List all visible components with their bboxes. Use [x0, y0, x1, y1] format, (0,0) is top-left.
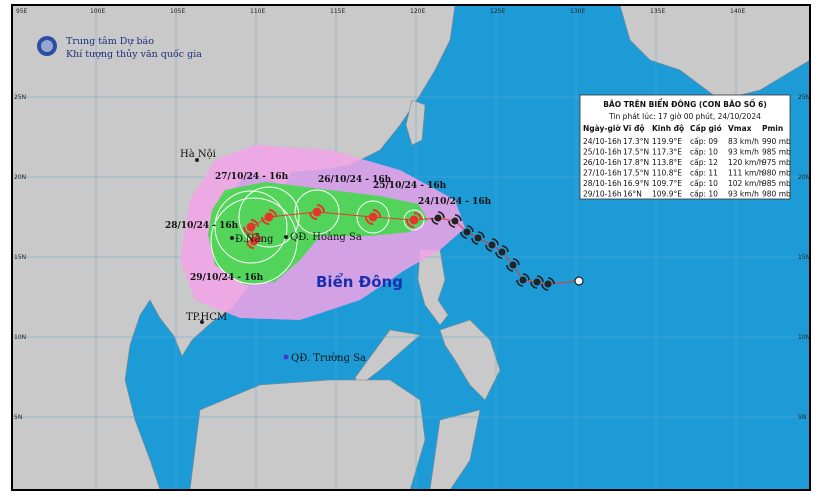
table-cell: 27/10-16h: [583, 169, 622, 178]
lat-label: 10N: [798, 334, 810, 341]
table-cell: 117.3°E: [652, 148, 682, 157]
table-cell: 17.5°N: [623, 169, 649, 178]
table-cell: 17.8°N: [623, 158, 649, 167]
table-cell: 16°N: [623, 190, 642, 199]
table-header: Vmax: [728, 124, 752, 133]
table-cell: cấp: 11: [690, 169, 718, 178]
agency-line: Trung tâm Dự báo: [66, 36, 154, 47]
table-cell: 990 mb: [762, 137, 791, 146]
past-positions: [431, 211, 584, 291]
table-cell: 109.7°E: [652, 179, 682, 188]
table-cell: 93 km/h: [728, 148, 759, 157]
table-cell: 24/10-16h: [583, 137, 622, 146]
lon-label: 110E: [250, 8, 265, 15]
lon-label: 120E: [410, 8, 425, 15]
table-cell: 28/10-16h: [583, 179, 622, 188]
table-title: BÃO TRÊN BIỂN ĐÔNG (CƠN BÃO SỐ 6): [603, 99, 767, 109]
lat-label: 25N: [14, 94, 26, 101]
place-label: Đ.Nẵng: [235, 233, 274, 245]
table-header: Vĩ độ: [623, 124, 645, 133]
lat-label: 5N: [14, 414, 22, 421]
table-cell: 985 mb: [762, 148, 791, 157]
date-label: 28/10/24 - 16h: [165, 221, 239, 231]
date-label: 27/10/24 - 16h: [215, 172, 289, 182]
longitude-labels: 95E 100E 105E 110E 115E 120E 125E 130E 1…: [16, 8, 745, 15]
place-label: TP.HCM: [186, 312, 227, 323]
place-label: Hà Nội: [180, 149, 216, 160]
date-label: 25/10/24 - 16h: [373, 181, 447, 191]
table-cell: 109.9°E: [652, 190, 682, 199]
table-cell: 985 mb: [762, 179, 791, 188]
frame: [11, 4, 811, 491]
lat-label: 20N: [14, 174, 26, 181]
lon-label: 135E: [650, 8, 665, 15]
table-cell: 980 mb: [762, 169, 791, 178]
table-header: Ngày-giờ: [583, 124, 621, 133]
lat-label: 15N: [14, 254, 26, 261]
table-cell: cấp: 10: [690, 190, 718, 199]
place-label: QĐ. Trường Sa: [291, 353, 366, 364]
date-label: 24/10/24 - 16h: [418, 197, 492, 207]
table-cell: 111 km/h: [728, 169, 764, 178]
table-cell: 83 km/h: [728, 137, 759, 146]
date-label: 29/10/24 - 16h: [190, 273, 264, 283]
table-header: Kinh độ: [652, 124, 684, 133]
place-label: QĐ. Hoàng Sa: [290, 232, 362, 243]
lon-label: 140E: [730, 8, 745, 15]
table-cell: 120 km/h: [728, 158, 764, 167]
table-cell: 26/10-16h: [583, 158, 622, 167]
table-cell: 25/10-16h: [583, 148, 622, 157]
table-cell: 16.9°N: [623, 179, 649, 188]
lat-label: 5N: [798, 414, 806, 421]
sea-label: Biển Đông: [316, 272, 403, 291]
table-cell: cấp: 10: [690, 148, 718, 157]
table-cell: 29/10-16h: [583, 190, 622, 199]
lon-label: 130E: [570, 8, 585, 15]
latitude-labels: 25N 25N 20N 20N 15N 15N 10N 10N 5N 5N: [14, 94, 810, 421]
table-issued: Tin phát lúc: 17 giờ 00 phút, 24/10/2024: [608, 112, 761, 121]
lat-label: 15N: [798, 254, 810, 261]
table-cell: 93 km/h: [728, 190, 759, 199]
table-cell: 980 mb: [762, 190, 791, 199]
logo: Trung tâm Dự báo Khí tượng thủy văn quốc…: [37, 36, 202, 60]
lat-label: 10N: [14, 334, 26, 341]
table-cell: 975 mb: [762, 158, 791, 167]
table-cell: 102 km/h: [728, 179, 764, 188]
table-cell: cấp: 09: [690, 137, 718, 146]
map-area: Hà Nội Đ.Nẵng QĐ. Hoàng Sa TP.HCM QĐ. Tr…: [12, 5, 810, 490]
table-cell: 17.3°N: [623, 137, 649, 146]
table-header: Pmin: [762, 124, 783, 133]
date-label: 26/10/24 - 16h: [318, 175, 392, 185]
lon-label: 95E: [16, 8, 28, 15]
lon-label: 125E: [490, 8, 505, 15]
lon-label: 105E: [170, 8, 185, 15]
table-cell: 119.9°E: [652, 137, 682, 146]
lat-label: 20N: [798, 174, 810, 181]
places: Hà Nội Đ.Nẵng QĐ. Hoàng Sa TP.HCM QĐ. Tr…: [180, 149, 403, 364]
table-cell: cấp: 12: [690, 158, 718, 167]
table-header: Cấp gió: [690, 124, 722, 133]
table-cell: cấp: 10: [690, 179, 718, 188]
table-cell: 17.5°N: [623, 148, 649, 157]
wind-radii: [210, 186, 425, 285]
agency-line: Khí tượng thủy văn quốc gia: [66, 49, 202, 60]
track-labels: 24/10/24 - 16h 25/10/24 - 16h 26/10/24 -…: [165, 172, 492, 283]
table-cell: 113.8°E: [652, 158, 682, 167]
lon-label: 115E: [330, 8, 345, 15]
table-cell: 110.8°E: [652, 169, 682, 178]
lon-label: 100E: [90, 8, 105, 15]
lat-label: 25N: [798, 94, 810, 101]
info-table: BÃO TRÊN BIỂN ĐÔNG (CƠN BÃO SỐ 6) Tin ph…: [579, 94, 791, 200]
